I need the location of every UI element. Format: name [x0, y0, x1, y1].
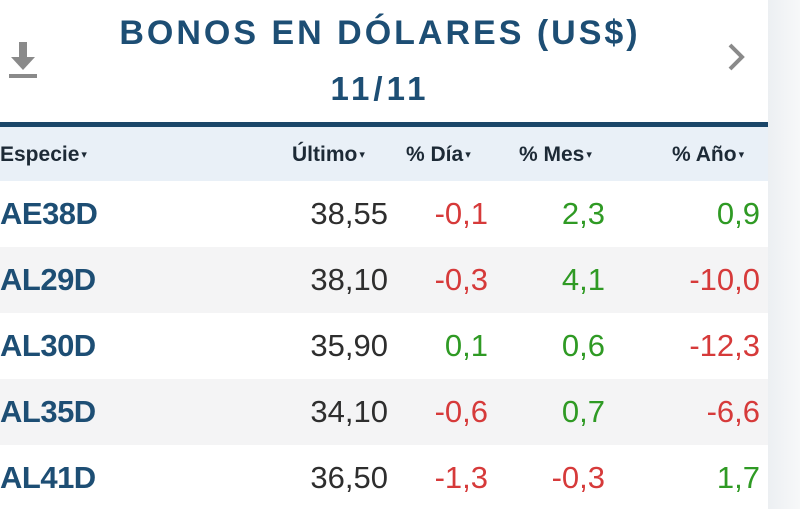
cell-ano: -6,6: [706, 394, 760, 429]
column-header-label: Especie: [0, 143, 80, 166]
cell-ano: 1,7: [716, 460, 760, 495]
table-header: Especie ▾ Último ▾ % Día ▾ % Mes ▾ % Año ▾: [0, 127, 768, 181]
column-header-label: % Año: [672, 143, 737, 166]
cell-ano: 0,9: [716, 196, 760, 231]
cell-mes: 0,7: [561, 394, 605, 429]
bonds-widget: BONOS EN DÓLARES (US$) 11/11 Especie ▾ Úl…: [0, 14, 768, 509]
sort-arrow-icon: ▾: [738, 149, 745, 162]
cell-ano: -10,0: [689, 262, 760, 297]
cell-especie: AL29D: [0, 262, 96, 297]
chevron-right-icon[interactable]: [722, 40, 750, 74]
cell-dia: -1,3: [434, 460, 488, 495]
cell-especie: AL41D: [0, 460, 96, 495]
cell-dia: -0,3: [434, 262, 488, 297]
cell-especie: AL35D: [0, 394, 96, 429]
cell-ultimo: 35,90: [310, 328, 388, 363]
cell-mes: 0,6: [561, 328, 605, 363]
column-header-label: Último: [292, 143, 358, 166]
table-row[interactable]: AE38D 38,55 -0,1 2,3 0,9: [0, 181, 768, 247]
column-header-mes[interactable]: % Mes ▾: [519, 127, 592, 181]
page-edge: [768, 0, 800, 509]
cell-ano: -12,3: [689, 328, 760, 363]
cell-ultimo: 38,10: [310, 262, 388, 297]
cell-dia: -0,6: [434, 394, 488, 429]
cell-ultimo: 38,55: [310, 196, 388, 231]
cell-dia: 0,1: [444, 328, 488, 363]
cell-ultimo: 36,50: [310, 460, 388, 495]
cell-ultimo: 34,10: [310, 394, 388, 429]
column-header-ano[interactable]: % Año ▾: [672, 127, 744, 181]
table-row[interactable]: AL41D 36,50 -1,3 -0,3 1,7: [0, 445, 768, 509]
column-header-dia[interactable]: % Día ▾: [406, 127, 471, 181]
download-icon[interactable]: [6, 40, 40, 82]
sort-arrow-icon: ▾: [586, 149, 592, 162]
sort-arrow-icon: ▾: [359, 149, 365, 162]
table-row[interactable]: AL35D 34,10 -0,6 0,7 -6,6: [0, 379, 768, 445]
table-row[interactable]: AL29D 38,10 -0,3 4,1 -10,0: [0, 247, 768, 313]
column-header-label: % Día: [406, 143, 464, 166]
cell-mes: 4,1: [561, 262, 605, 297]
sort-arrow-icon: ▾: [465, 149, 471, 162]
header-divider: [0, 122, 768, 127]
cell-especie: AE38D: [0, 196, 98, 231]
table-row[interactable]: AL30D 35,90 0,1 0,6 -12,3: [0, 313, 768, 379]
sort-arrow-icon: ▾: [81, 149, 87, 162]
column-header-label: % Mes: [519, 143, 585, 166]
cell-mes: -0,3: [551, 460, 605, 495]
cell-mes: 2,3: [561, 196, 605, 231]
column-header-especie[interactable]: Especie ▾: [0, 127, 87, 181]
widget-title: BONOS EN DÓLARES (US$): [119, 14, 641, 52]
widget-date: 11/11: [330, 70, 430, 107]
cell-especie: AL30D: [0, 328, 96, 363]
column-header-ultimo[interactable]: Último ▾: [292, 127, 365, 181]
cell-dia: -0,1: [434, 196, 488, 231]
